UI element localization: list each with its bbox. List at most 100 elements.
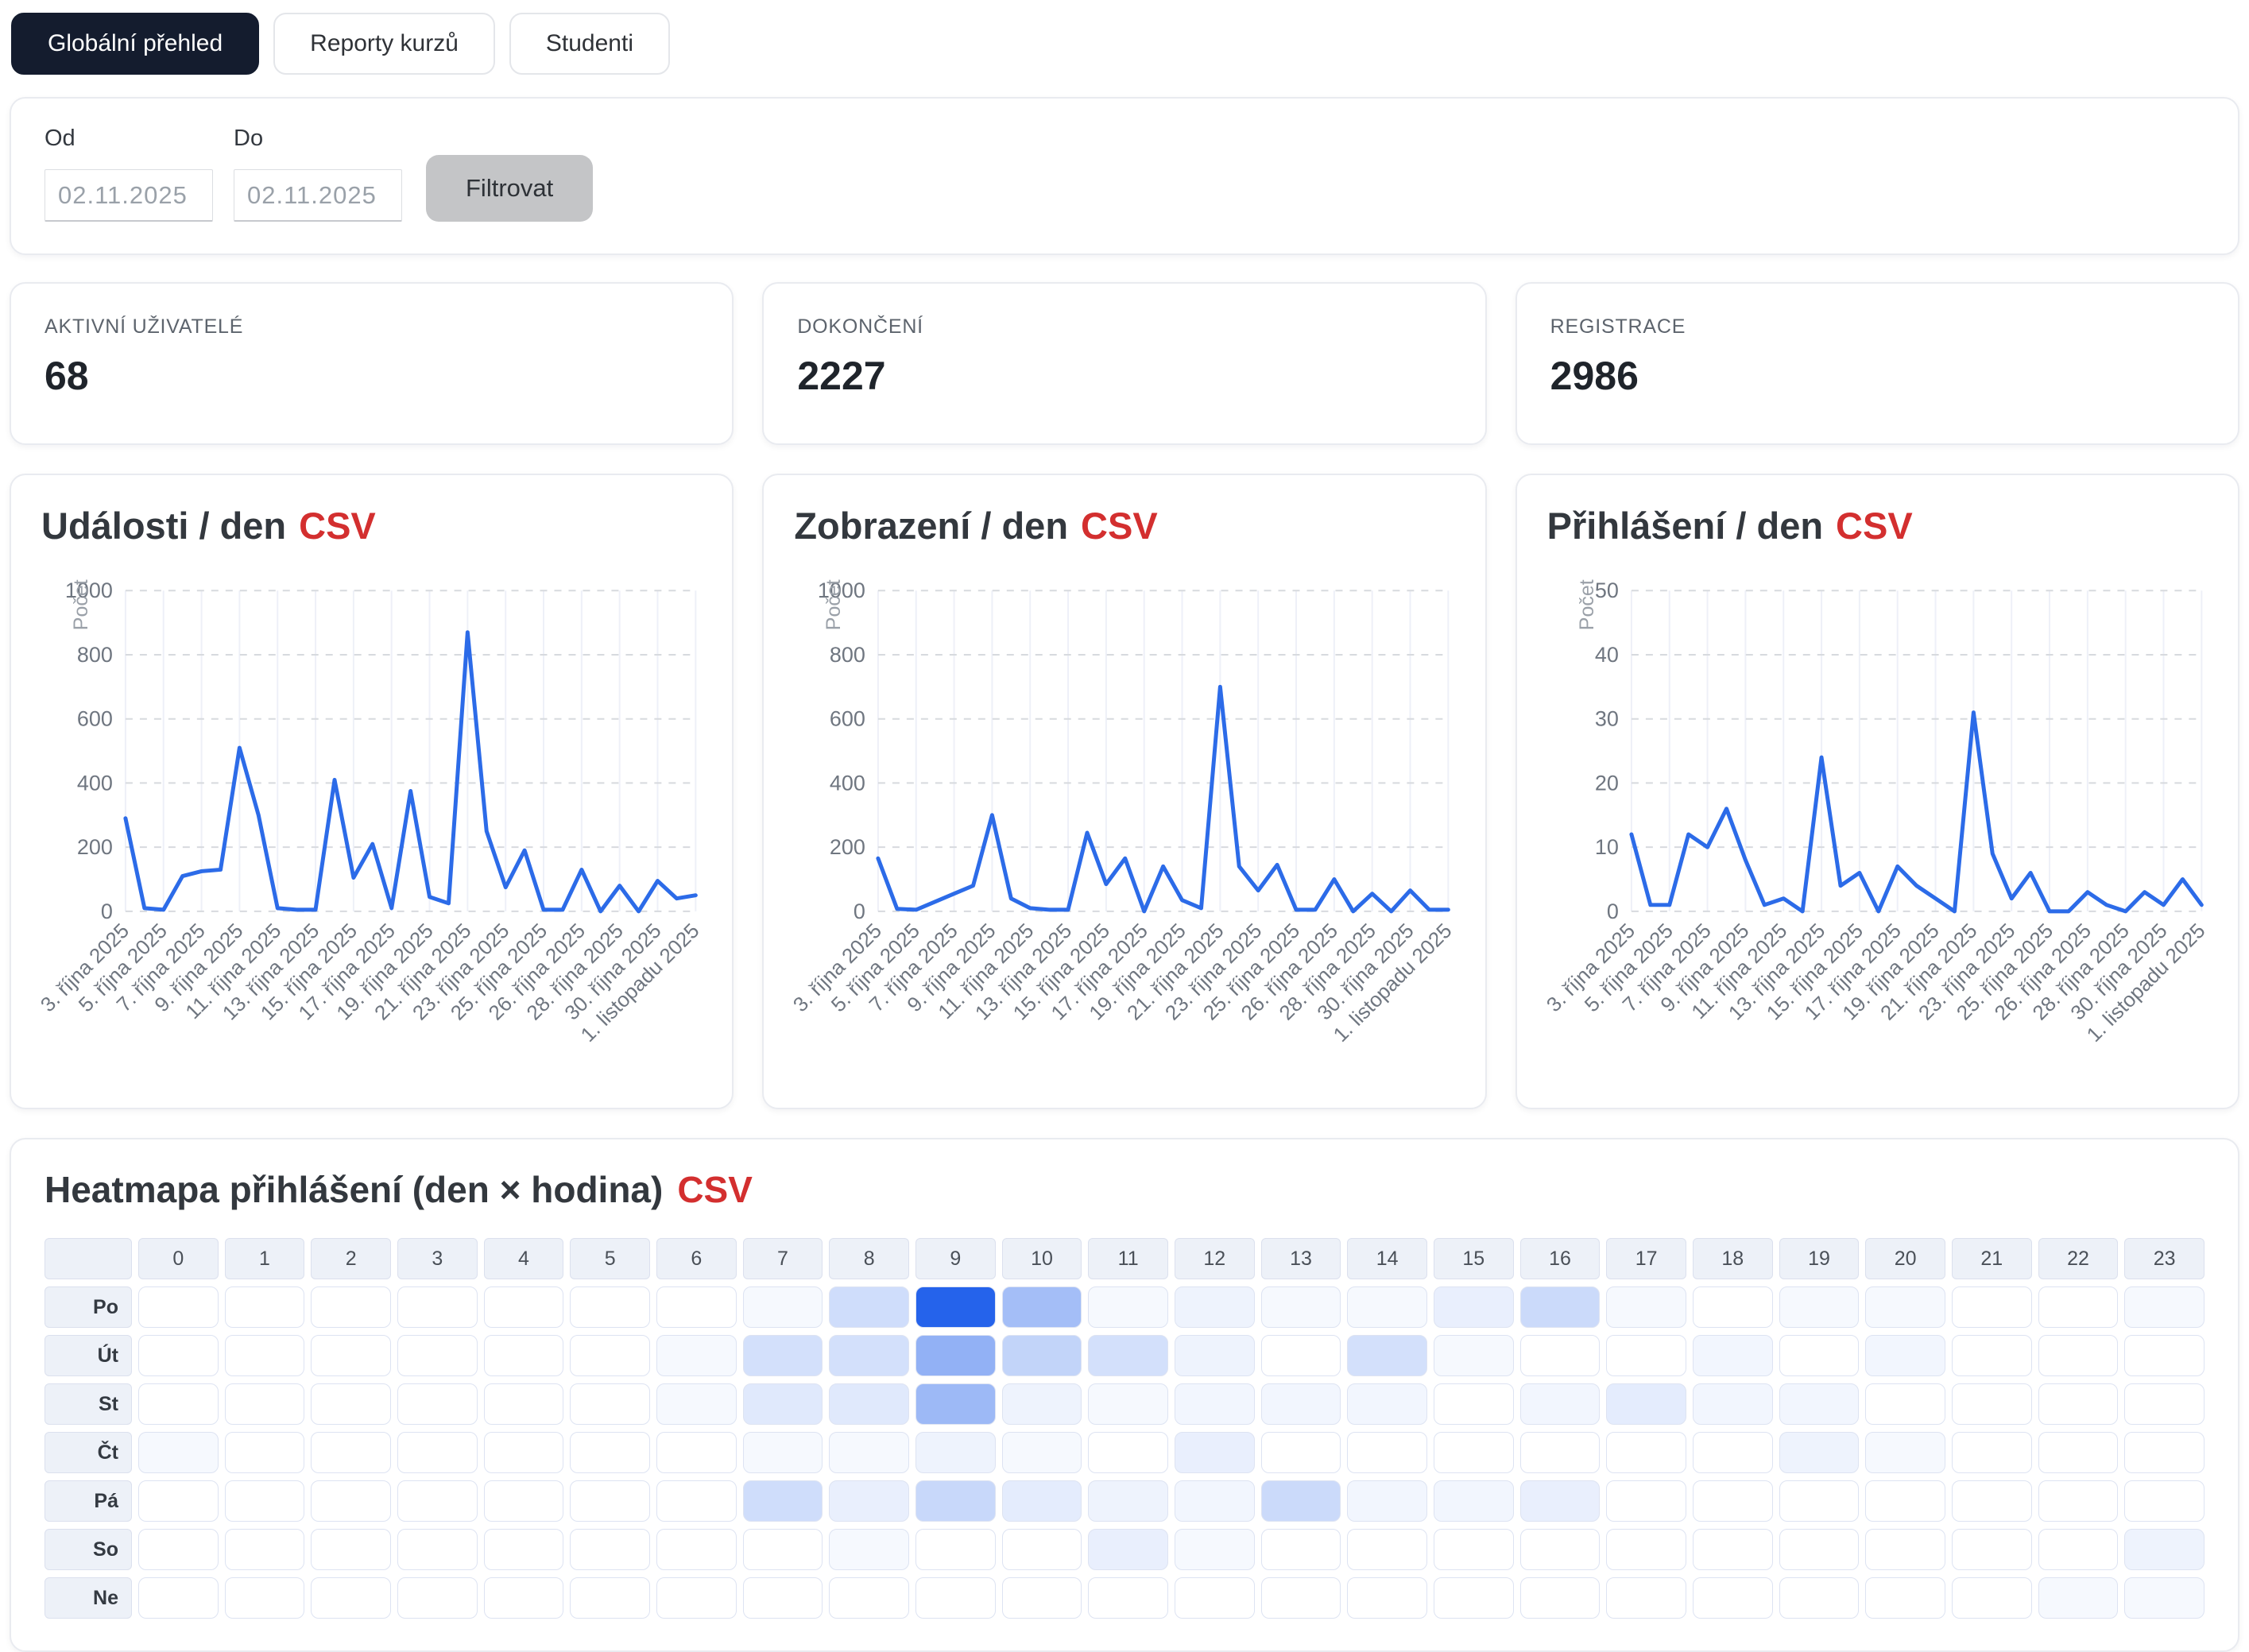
heatmap-cell xyxy=(2038,1383,2119,1425)
heatmap-cell xyxy=(1088,1335,1168,1376)
heatmap-cell xyxy=(1779,1383,1860,1425)
heatmap-cell xyxy=(397,1383,478,1425)
date-to-field: Do xyxy=(234,126,402,222)
heatmap-cell xyxy=(311,1577,391,1619)
heatmap-cell xyxy=(656,1286,737,1328)
heatmap-hour-header: 4 xyxy=(483,1238,564,1279)
heatmap-cell xyxy=(1260,1383,1341,1425)
heatmap-cell xyxy=(742,1577,823,1619)
heatmap-cell xyxy=(1779,1480,1860,1522)
heatmap-hour-header: 14 xyxy=(1347,1238,1427,1279)
heatmap-day-label: St xyxy=(45,1383,132,1425)
heatmap-cell xyxy=(138,1577,219,1619)
heatmap-cell xyxy=(1001,1432,1082,1473)
date-from-input[interactable] xyxy=(45,169,213,222)
heatmap-cell xyxy=(2038,1286,2119,1328)
heatmap-cell xyxy=(915,1480,996,1522)
y-tick-label: 200 xyxy=(830,835,865,859)
vertical-gridlines xyxy=(124,590,697,911)
heatmap-hour-header: 7 xyxy=(742,1238,823,1279)
views-csv-link[interactable]: CSV xyxy=(1081,505,1158,547)
heatmap-cell xyxy=(1779,1335,1860,1376)
date-to-input[interactable] xyxy=(234,169,402,222)
heatmap-cell xyxy=(1606,1383,1686,1425)
heatmap-cell xyxy=(829,1335,909,1376)
heatmap-cell xyxy=(483,1577,564,1619)
y-axis-title: Počet xyxy=(823,579,845,630)
heatmap-csv-link[interactable]: CSV xyxy=(677,1169,753,1210)
heatmap-cell xyxy=(915,1335,996,1376)
heatmap-cell xyxy=(1260,1577,1341,1619)
y-tick-label: 600 xyxy=(830,707,865,731)
heatmap-cell xyxy=(1606,1335,1686,1376)
date-from-label: Od xyxy=(45,126,75,151)
heatmap-cell xyxy=(224,1529,305,1570)
heatmap-cell xyxy=(1088,1383,1168,1425)
heatmap-cell xyxy=(1001,1383,1082,1425)
heatmap-cell xyxy=(1433,1286,1514,1328)
heatmap-cell xyxy=(1174,1529,1255,1570)
heatmap-cell xyxy=(483,1432,564,1473)
heatmap-cell xyxy=(656,1577,737,1619)
heatmap-cell xyxy=(915,1432,996,1473)
filter-button[interactable]: Filtrovat xyxy=(426,155,594,222)
heatmap-cell xyxy=(1692,1286,1773,1328)
heatmap-cell xyxy=(742,1432,823,1473)
heatmap-cell xyxy=(656,1480,737,1522)
y-tick-label: 0 xyxy=(101,900,113,923)
heatmap-cell xyxy=(1433,1335,1514,1376)
logins-per-day-card: Přihlášení / den CSV 0 10 20 30 40 50 Počet 3. … xyxy=(1515,474,2239,1109)
heatmap-cell xyxy=(224,1577,305,1619)
tab-students[interactable]: Studenti xyxy=(509,13,670,75)
heatmap-cell xyxy=(1951,1286,2032,1328)
events-per-day-title: Události / den xyxy=(41,505,287,547)
heatmap-cell xyxy=(397,1335,478,1376)
vertical-gridlines xyxy=(877,590,1450,911)
y-tick-label: 30 xyxy=(1595,707,1619,731)
heatmap-cell xyxy=(1260,1529,1341,1570)
heatmap-cell xyxy=(1519,1286,1601,1328)
heatmap-cell xyxy=(1951,1577,2032,1619)
heatmap-cell xyxy=(1865,1432,1945,1473)
heatmap-cell xyxy=(1519,1480,1601,1522)
login-heatmap-card: Heatmapa přihlášení (den × hodina) CSV 0… xyxy=(10,1138,2239,1652)
login-heatmap-grid: 0 1 2 3 4 5 6 7 8 9 10 11 12 13 14 15 16 17 18 19 20 21 22 23 Po… xyxy=(45,1238,2204,1619)
heatmap-cell xyxy=(2038,1335,2119,1376)
heatmap-cell xyxy=(1519,1335,1601,1376)
heatmap-cell xyxy=(1433,1529,1514,1570)
heatmap-cell xyxy=(1692,1383,1773,1425)
heatmap-cell xyxy=(483,1480,564,1522)
heatmap-hour-header: 11 xyxy=(1088,1238,1168,1279)
heatmap-cell xyxy=(1174,1577,1255,1619)
heatmap-cell xyxy=(1692,1529,1773,1570)
logins-csv-link[interactable]: CSV xyxy=(1836,505,1913,547)
heatmap-cell xyxy=(311,1480,391,1522)
heatmap-cell xyxy=(2124,1480,2204,1522)
y-axis-title: Počet xyxy=(1576,579,1598,630)
tab-global-overview[interactable]: Globální přehled xyxy=(11,13,260,75)
heatmap-hour-header: 21 xyxy=(1951,1238,2032,1279)
heatmap-cell xyxy=(2124,1577,2204,1619)
heatmap-cell xyxy=(570,1529,650,1570)
heatmap-cell xyxy=(570,1577,650,1619)
heatmap-hour-header: 3 xyxy=(397,1238,478,1279)
heatmap-day-label: Pá xyxy=(45,1480,132,1522)
events-csv-link[interactable]: CSV xyxy=(299,505,376,547)
heatmap-hour-header: 12 xyxy=(1174,1238,1255,1279)
heatmap-cell xyxy=(397,1529,478,1570)
heatmap-hour-header: 10 xyxy=(1001,1238,1082,1279)
heatmap-cell xyxy=(1260,1335,1341,1376)
heatmap-cell xyxy=(915,1383,996,1425)
heatmap-cell xyxy=(311,1529,391,1570)
heatmap-cell xyxy=(1174,1480,1255,1522)
tab-course-reports[interactable]: Reporty kurzů xyxy=(273,13,495,75)
heatmap-hour-header: 15 xyxy=(1433,1238,1514,1279)
heatmap-cell xyxy=(829,1577,909,1619)
heatmap-cell xyxy=(1001,1480,1082,1522)
y-axis-title: Počet xyxy=(70,579,92,630)
heatmap-cell xyxy=(1865,1577,1945,1619)
heatmap-cell xyxy=(1951,1480,2032,1522)
heatmap-cell xyxy=(1347,1480,1427,1522)
heatmap-cell xyxy=(1347,1577,1427,1619)
